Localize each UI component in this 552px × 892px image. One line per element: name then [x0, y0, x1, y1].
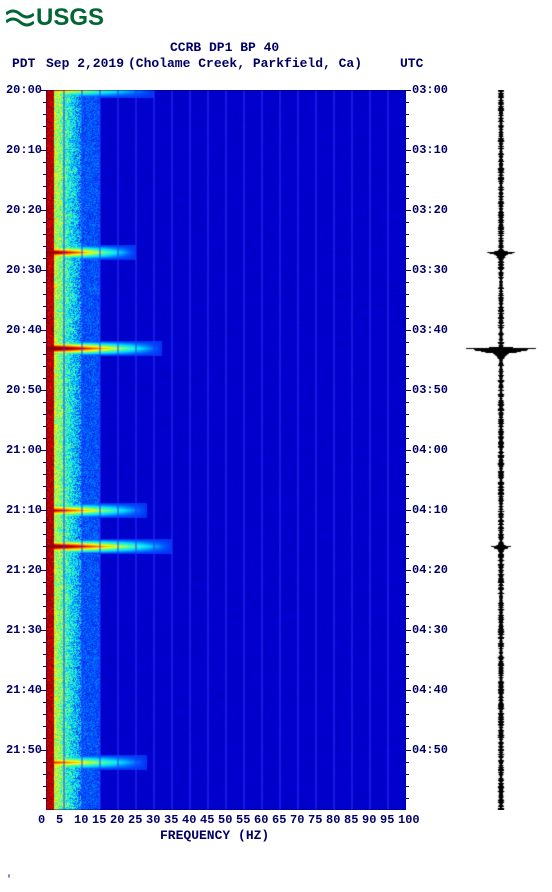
- y-right-label: 03:30: [412, 263, 448, 277]
- y-right-label: 04:30: [412, 623, 448, 637]
- y-right-label: 04:00: [412, 443, 448, 457]
- y-right-label: 03:00: [412, 83, 448, 97]
- x-label: 70: [290, 813, 304, 827]
- y-right-label: 03:50: [412, 383, 448, 397]
- x-label: 40: [182, 813, 196, 827]
- y-left-label: 20:50: [2, 383, 42, 397]
- x-label: 55: [236, 813, 250, 827]
- y-right-label: 04:50: [412, 743, 448, 757]
- tz-left-label: PDT: [12, 56, 35, 71]
- usgs-logo: USGS: [6, 4, 104, 32]
- x-label: 100: [398, 813, 420, 827]
- y-right-label: 03:20: [412, 203, 448, 217]
- x-label: 20: [110, 813, 124, 827]
- y-right-label: 03:40: [412, 323, 448, 337]
- x-label: 95: [380, 813, 394, 827]
- x-label: 90: [362, 813, 376, 827]
- y-left-label: 20:40: [2, 323, 42, 337]
- x-label: 35: [164, 813, 178, 827]
- y-right-label: 04:40: [412, 683, 448, 697]
- spectrogram-panel: [46, 90, 406, 810]
- y-left-label: 20:00: [2, 83, 42, 97]
- y-right-label: 03:10: [412, 143, 448, 157]
- y-left-label: 20:20: [2, 203, 42, 217]
- x-label: 80: [326, 813, 340, 827]
- waveform-canvas: [456, 90, 546, 810]
- wave-icon: [6, 6, 34, 30]
- x-label: 75: [308, 813, 322, 827]
- y-left-label: 21:10: [2, 503, 42, 517]
- y-left-label: 20:10: [2, 143, 42, 157]
- tz-right-label: UTC: [400, 56, 423, 71]
- spectrogram-canvas: [46, 90, 406, 810]
- x-label: 25: [128, 813, 142, 827]
- x-label: 65: [272, 813, 286, 827]
- y-left-label: 21:20: [2, 563, 42, 577]
- x-axis-title: FREQUENCY (HZ): [160, 828, 269, 843]
- logo-text: USGS: [36, 4, 104, 32]
- y-left-label: 21:30: [2, 623, 42, 637]
- x-label: 30: [146, 813, 160, 827]
- waveform-panel: [456, 90, 546, 810]
- location-label: (Cholame Creek, Parkfield, Ca): [128, 56, 362, 71]
- y-right-label: 04:20: [412, 563, 448, 577]
- x-label: 15: [92, 813, 106, 827]
- y-left-label: 21:40: [2, 683, 42, 697]
- x-label: 45: [200, 813, 214, 827]
- x-label: 10: [74, 813, 88, 827]
- y-left-label: 20:30: [2, 263, 42, 277]
- y-left-label: 21:50: [2, 743, 42, 757]
- date-label: Sep 2,2019: [46, 56, 124, 71]
- y-left-label: 21:00: [2, 443, 42, 457]
- x-label: 60: [254, 813, 268, 827]
- x-label: 0: [38, 813, 45, 827]
- corner-mark: ': [6, 875, 12, 886]
- y-right-label: 04:10: [412, 503, 448, 517]
- x-label: 85: [344, 813, 358, 827]
- x-label: 50: [218, 813, 232, 827]
- chart-title: CCRB DP1 BP 40: [170, 40, 279, 55]
- x-label: 5: [56, 813, 63, 827]
